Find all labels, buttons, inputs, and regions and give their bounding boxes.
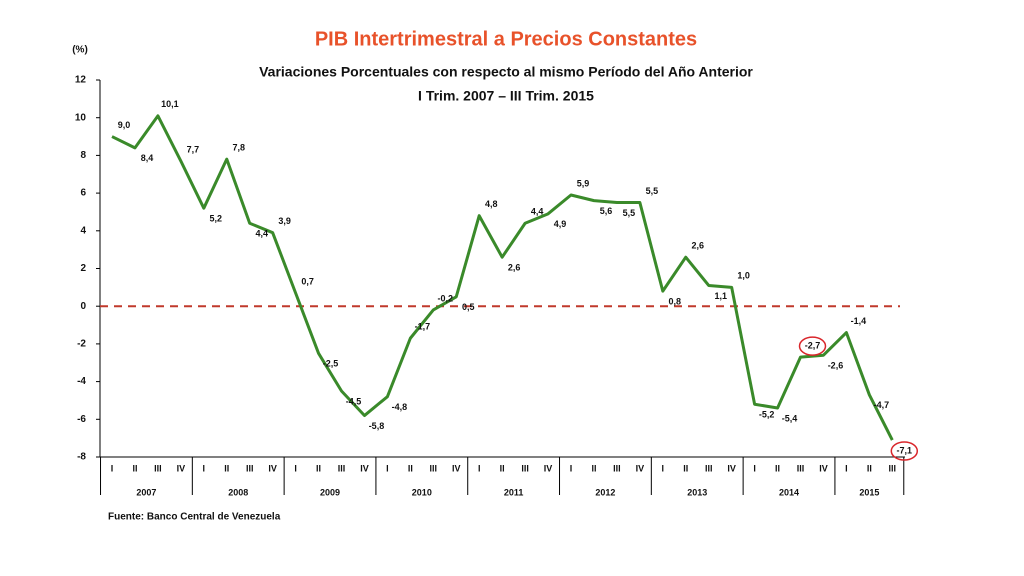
x-tick-label: II [591,463,596,473]
data-label: -5,2 [759,410,775,420]
data-label: 1,1 [714,291,727,301]
x-tick-label: II [132,463,137,473]
y-tick-label: -4 [77,376,86,387]
data-label: 1,0 [737,271,750,281]
chart-subtitle: I Trim. 2007 – III Trim. 2015 [418,88,594,104]
x-tick-label: III [613,463,621,473]
year-label: 2014 [779,487,799,497]
data-label: 4,8 [485,199,498,209]
y-tick-label: -2 [77,339,86,350]
data-label: -2,6 [828,361,844,371]
x-tick-label: III [430,463,438,473]
data-label: -4,8 [392,402,408,412]
chart-title: PIB Intertrimestral a Precios Constantes [315,28,697,50]
x-tick-label: IV [360,463,369,473]
x-tick-label: IV [636,463,645,473]
x-tick-label: I [294,463,297,473]
year-label: 2008 [228,487,248,497]
line [111,114,894,441]
y-tick-label: 12 [75,75,87,86]
x-tick-label: IV [819,463,828,473]
x-tick-label: I [753,463,756,473]
data-label: 7,8 [232,143,245,153]
y-tick-label: -6 [77,414,86,425]
y-tick-label: 8 [80,150,86,161]
data-label: 2,6 [508,263,521,273]
data-label: 9,0 [118,120,131,130]
x-tick-label: II [408,463,413,473]
year-label: 2009 [320,487,340,497]
highlight-circle [890,441,919,461]
x-tick-label: III [246,463,254,473]
data-label: 0,5 [462,302,475,312]
data-label: 5,5 [623,208,636,218]
data-label: -4,5 [346,396,362,406]
y-tick-label: 10 [75,112,87,123]
data-label: 4,9 [554,219,567,229]
data-label: 3,9 [278,216,291,226]
x-tick-label: IV [727,463,736,473]
data-label: -1,7 [415,322,431,332]
x-tick-label: I [662,463,665,473]
data-label: -5,8 [369,421,385,431]
x-tick-label: IV [177,463,186,473]
data-label: 10,1 [161,99,179,109]
data-label: -2,7 [805,340,821,350]
chart-subtitle: Variaciones Porcentuales con respecto al… [259,64,753,80]
data-label: -4,7 [874,400,890,410]
data-label: 8,4 [141,153,154,163]
x-tick-label: I [111,463,114,473]
y-axis-label: (%) [72,45,88,56]
x-tick-label: I [570,463,573,473]
data-label: 2,6 [691,241,704,251]
x-tick-label: II [500,463,505,473]
y-tick-label: 2 [80,263,86,274]
data-label: 0,8 [669,296,682,306]
year-label: 2007 [136,487,156,497]
x-tick-label: I [845,463,848,473]
source-note: Fuente: Banco Central de Venezuela [108,512,281,523]
x-tick-label: IV [268,463,277,473]
y-tick-label: 6 [80,188,86,199]
year-label: 2011 [504,487,524,497]
x-tick-label: III [521,463,529,473]
data-label: 5,2 [210,214,223,224]
x-tick-label: I [386,463,389,473]
year-label: 2012 [595,487,615,497]
data-label: -0,2 [438,293,454,303]
data-label: 0,7 [301,276,314,286]
data-label: -5,4 [782,413,798,423]
data-label: -1,4 [851,316,867,326]
x-tick-label: II [224,463,229,473]
data-label: 7,7 [187,144,200,154]
x-tick-label: I [203,463,206,473]
data-label: 5,6 [600,206,613,216]
x-tick-label: II [683,463,688,473]
year-label: 2010 [412,487,432,497]
data-label: 5,5 [646,186,659,196]
y-tick-label: -8 [77,452,86,463]
data-label: -2,5 [323,359,339,369]
y-tick-label: 4 [80,225,86,236]
y-tick-label: 0 [80,301,86,312]
x-tick-label: III [797,463,805,473]
x-tick-label: IV [544,463,553,473]
x-tick-label: III [154,463,162,473]
data-label: 5,9 [577,178,590,188]
highlight-circle [798,336,827,356]
data-label: 4,4 [531,207,544,217]
x-tick-label: I [478,463,481,473]
data-label: 4,4 [255,229,268,239]
data-label: -7,1 [897,445,913,455]
x-tick-label: II [867,463,872,473]
x-tick-label: III [705,463,713,473]
year-label: 2013 [687,487,707,497]
x-tick-label: II [775,463,780,473]
year-label: 2015 [859,487,879,497]
x-tick-label: II [316,463,321,473]
x-tick-label: III [889,463,897,473]
x-tick-label: IV [452,463,461,473]
x-tick-label: III [338,463,346,473]
